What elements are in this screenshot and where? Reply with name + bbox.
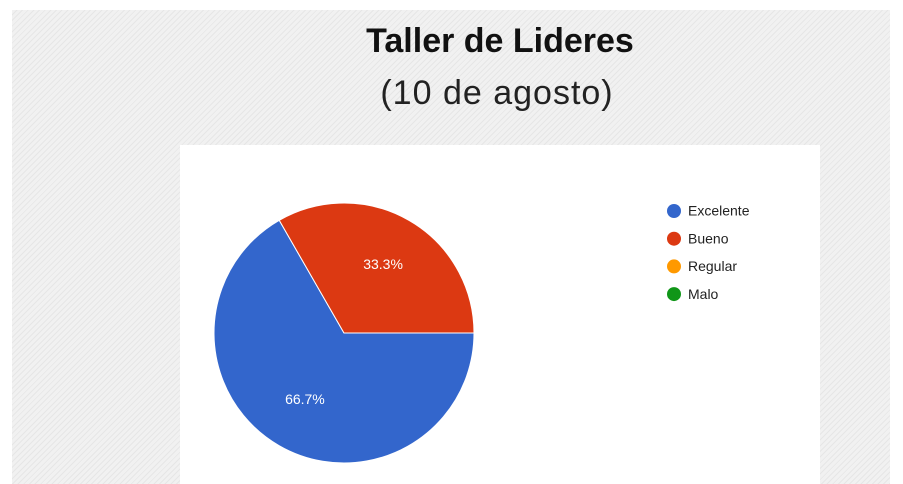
slice-label: 33.3% bbox=[363, 256, 403, 272]
legend-label: Regular bbox=[688, 258, 737, 274]
legend-label: Bueno bbox=[688, 230, 729, 246]
legend-swatch bbox=[667, 259, 681, 274]
legend-swatch bbox=[667, 204, 681, 218]
slice-label: 66.7% bbox=[285, 391, 325, 407]
legend-swatch bbox=[667, 287, 681, 302]
pie-slice bbox=[213, 219, 475, 464]
legend-label: Malo bbox=[688, 286, 719, 302]
chart-title: Taller de Lideres bbox=[366, 22, 634, 60]
legend-label: Excelente bbox=[688, 203, 750, 219]
legend-swatch bbox=[667, 231, 681, 246]
chart-subtitle: (10 de agosto) bbox=[380, 74, 613, 112]
pie-slice bbox=[278, 202, 475, 334]
